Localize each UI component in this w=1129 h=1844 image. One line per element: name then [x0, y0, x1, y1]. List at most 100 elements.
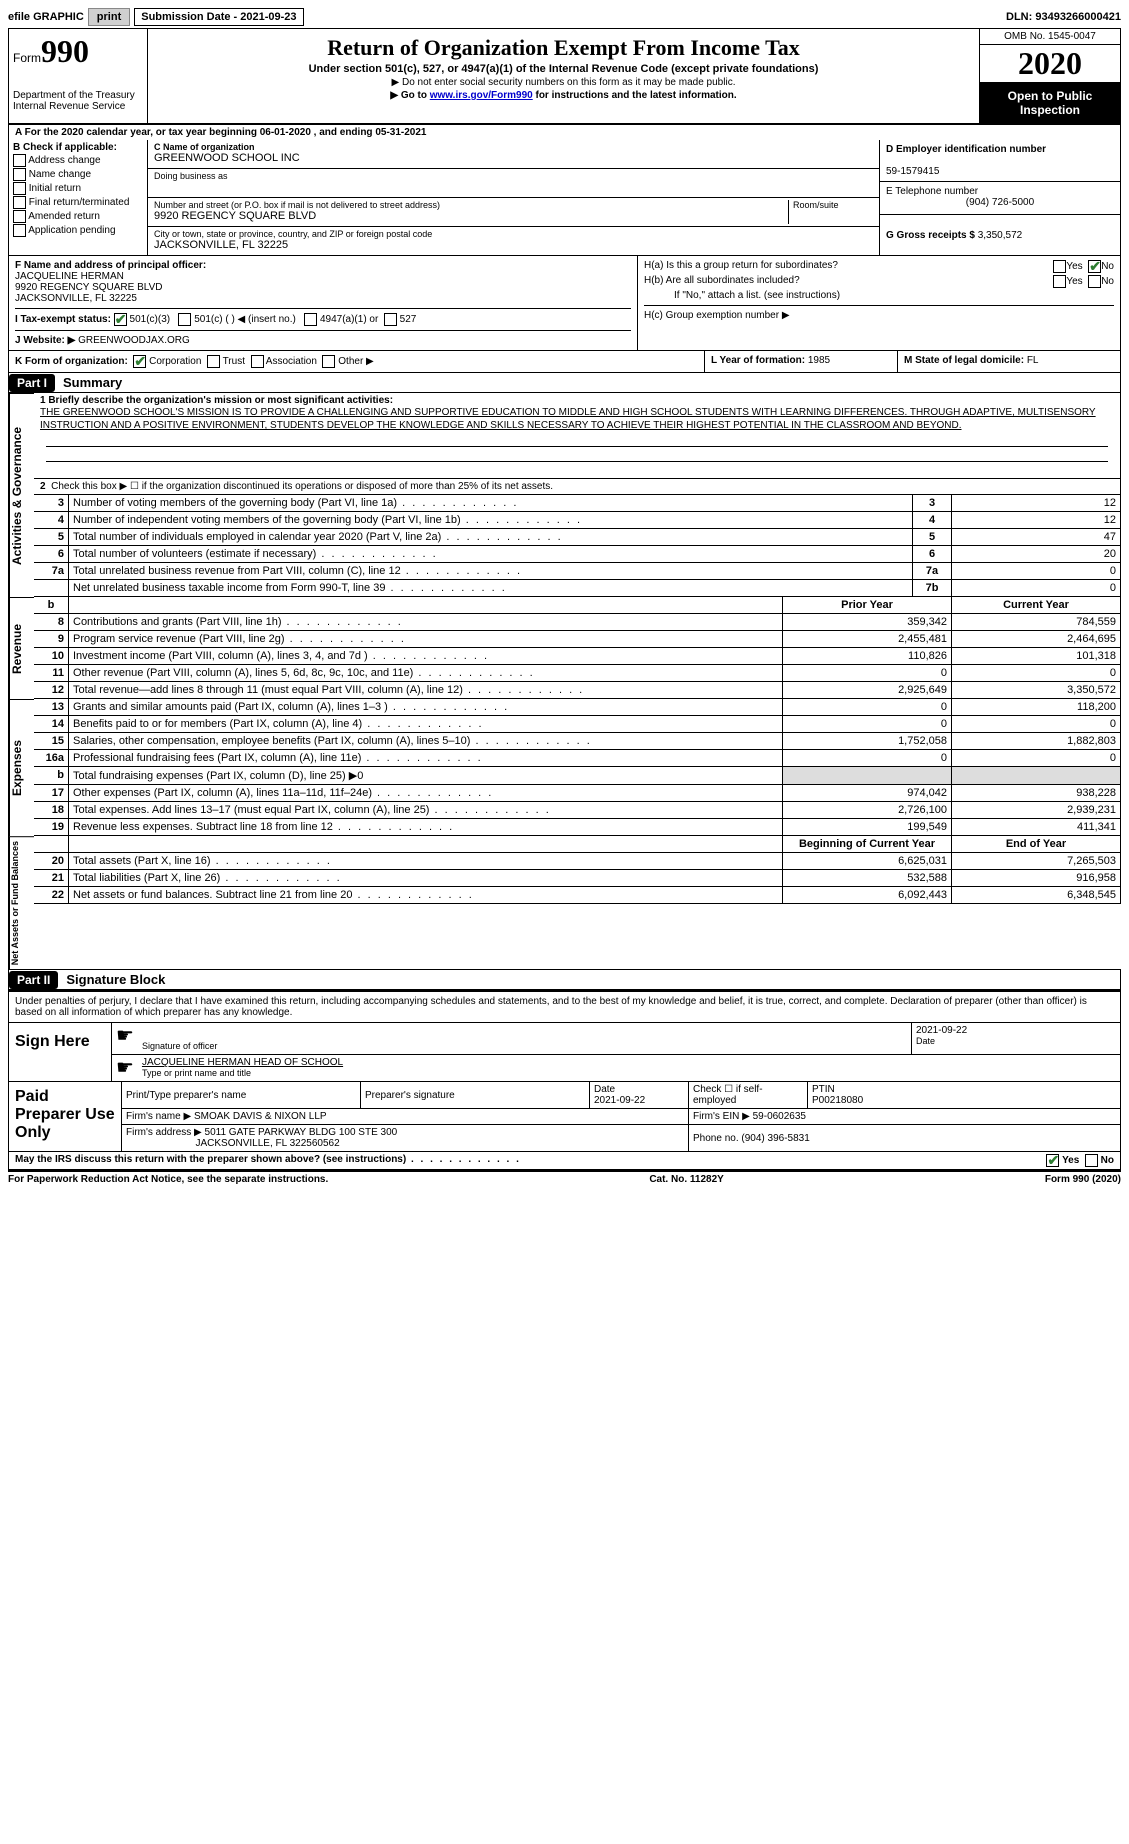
line2-text: Check this box ▶ ☐ if the organization d… — [51, 481, 553, 492]
table-row: 13Grants and similar amounts paid (Part … — [34, 699, 1121, 716]
revenue-table: bPrior YearCurrent Year 8Contributions a… — [34, 597, 1121, 699]
header-right: OMB No. 1545-0047 2020 Open to Public In… — [979, 29, 1120, 123]
table-row: 9Program service revenue (Part VIII, lin… — [34, 631, 1121, 648]
col-c-info: C Name of organization GREENWOOD SCHOOL … — [148, 140, 879, 255]
org-city: JACKSONVILLE, FL 32225 — [154, 239, 873, 251]
chk-amended-return[interactable] — [13, 210, 26, 223]
table-row: 11Other revenue (Part VIII, column (A), … — [34, 665, 1121, 682]
section-bcdeg: B Check if applicable: Address change Na… — [8, 140, 1121, 256]
tax-year: 2020 — [980, 45, 1120, 83]
firm-name: SMOAK DAVIS & NIXON LLP — [194, 1111, 327, 1122]
part2-header-row: Part II Signature Block — [8, 969, 1121, 990]
form-title: Return of Organization Exempt From Incom… — [156, 35, 971, 61]
ssn-warning: ▶ Do not enter social security numbers o… — [156, 77, 971, 88]
governance-table: 3Number of voting members of the governi… — [34, 495, 1121, 597]
side-netassets: Net Assets or Fund Balances — [9, 836, 34, 969]
table-row: 18Total expenses. Add lines 13–17 (must … — [34, 802, 1121, 819]
table-row: 16aProfessional fundraising fees (Part I… — [34, 750, 1121, 767]
chk-final-return[interactable] — [13, 196, 26, 209]
pra-notice: For Paperwork Reduction Act Notice, see … — [8, 1174, 328, 1185]
preparer-table: Print/Type preparer's name Preparer's si… — [122, 1082, 1120, 1151]
table-row: Net unrelated business taxable income fr… — [34, 580, 1121, 597]
submission-date: Submission Date - 2021-09-23 — [134, 8, 303, 26]
signature-block: Under penalties of perjury, I declare th… — [8, 990, 1121, 1152]
form-word: Form — [13, 51, 41, 65]
cat-number: Cat. No. 11282Y — [649, 1174, 723, 1185]
officer-name: JACQUELINE HERMAN — [15, 271, 124, 282]
open-to-public: Open to Public Inspection — [980, 83, 1120, 123]
chk-ha-no[interactable] — [1088, 260, 1101, 273]
irs-label: Internal Revenue Service — [13, 101, 143, 112]
header-mid: Return of Organization Exempt From Incom… — [148, 29, 979, 123]
ptin-value: P00218080 — [812, 1095, 863, 1106]
org-name: GREENWOOD SCHOOL INC — [154, 152, 873, 164]
year-formation: 1985 — [808, 355, 830, 366]
phone-value: (904) 726-5000 — [886, 197, 1114, 208]
part1-title: Summary — [55, 373, 130, 392]
chk-trust[interactable] — [207, 355, 220, 368]
table-row: 15Salaries, other compensation, employee… — [34, 733, 1121, 750]
form-header: Form990 Department of the Treasury Inter… — [8, 28, 1121, 125]
table-row: 8Contributions and grants (Part VIII, li… — [34, 614, 1121, 631]
goto-line: ▶ Go to www.irs.gov/Form990 for instruct… — [156, 90, 971, 101]
section-fhij: F Name and address of principal officer:… — [8, 256, 1121, 351]
chk-hb-no[interactable] — [1088, 275, 1101, 288]
dln-label: DLN: 93493266000421 — [1006, 11, 1121, 23]
chk-hb-yes[interactable] — [1053, 275, 1066, 288]
chk-corp[interactable] — [133, 355, 146, 368]
sig-date: 2021-09-22 — [916, 1025, 967, 1036]
row-klm: K Form of organization: Corporation Trus… — [8, 351, 1121, 373]
efile-label: efile GRAPHIC — [8, 11, 84, 23]
row-a-tax-year: A For the 2020 calendar year, or tax yea… — [8, 125, 1121, 140]
pointer-icon: ☛ — [112, 1023, 138, 1054]
chk-other[interactable] — [322, 355, 335, 368]
chk-address-change[interactable] — [13, 154, 26, 167]
form-subtitle: Under section 501(c), 527, or 4947(a)(1)… — [156, 63, 971, 75]
omb-number: OMB No. 1545-0047 — [980, 29, 1120, 45]
officer-printed: JACQUELINE HERMAN HEAD OF SCHOOL — [142, 1057, 343, 1068]
chk-ha-yes[interactable] — [1053, 260, 1066, 273]
side-expenses: Expenses — [9, 699, 34, 836]
state-domicile: FL — [1027, 355, 1039, 366]
print-button[interactable]: print — [88, 8, 130, 26]
side-governance: Activities & Governance — [9, 393, 34, 597]
header-left: Form990 Department of the Treasury Inter… — [9, 29, 148, 123]
table-row: 5Total number of individuals employed in… — [34, 529, 1121, 546]
irs-link[interactable]: www.irs.gov/Form990 — [430, 90, 533, 101]
paid-preparer-label: Paid Preparer Use Only — [9, 1082, 122, 1151]
penalty-text: Under penalties of perjury, I declare th… — [9, 992, 1120, 1023]
chk-name-change[interactable] — [13, 168, 26, 181]
firm-ein: 59-0602635 — [753, 1111, 806, 1122]
gross-receipts: 3,350,572 — [978, 230, 1023, 241]
table-row: 7aTotal unrelated business revenue from … — [34, 563, 1121, 580]
part1-badge: Part I — [9, 374, 55, 392]
chk-discuss-yes[interactable] — [1046, 1154, 1059, 1167]
part2-badge: Part II — [9, 971, 58, 989]
chk-application-pending[interactable] — [13, 224, 26, 237]
pointer-icon: ☛ — [112, 1055, 138, 1081]
table-row: 19Revenue less expenses. Subtract line 1… — [34, 819, 1121, 836]
chk-4947[interactable] — [304, 313, 317, 326]
discuss-row: May the IRS discuss this return with the… — [8, 1152, 1121, 1170]
netassets-section: Net Assets or Fund Balances Beginning of… — [8, 836, 1121, 969]
governance-section: Activities & Governance 1 Briefly descri… — [8, 393, 1121, 597]
table-row: 12Total revenue—add lines 8 through 11 (… — [34, 682, 1121, 699]
netassets-table: Beginning of Current YearEnd of Year 20T… — [34, 836, 1121, 904]
footer: For Paperwork Reduction Act Notice, see … — [8, 1170, 1121, 1187]
table-row: 14Benefits paid to or for members (Part … — [34, 716, 1121, 733]
ein-value: 59-1579415 — [886, 166, 939, 177]
dba-label: Doing business as — [154, 171, 873, 181]
expenses-section: Expenses 13Grants and similar amounts pa… — [8, 699, 1121, 836]
firm-phone: (904) 396-5831 — [741, 1133, 809, 1144]
col-b-checks: B Check if applicable: Address change Na… — [9, 140, 148, 255]
chk-501c3[interactable] — [114, 313, 127, 326]
chk-discuss-no[interactable] — [1085, 1154, 1098, 1167]
chk-501c[interactable] — [178, 313, 191, 326]
chk-527[interactable] — [384, 313, 397, 326]
revenue-section: Revenue bPrior YearCurrent Year 8Contrib… — [8, 597, 1121, 699]
website-value: GREENWOODJAX.ORG — [78, 335, 190, 346]
chk-assoc[interactable] — [251, 355, 264, 368]
expenses-table: 13Grants and similar amounts paid (Part … — [34, 699, 1121, 836]
chk-initial-return[interactable] — [13, 182, 26, 195]
table-row: bTotal fundraising expenses (Part IX, co… — [34, 767, 1121, 785]
